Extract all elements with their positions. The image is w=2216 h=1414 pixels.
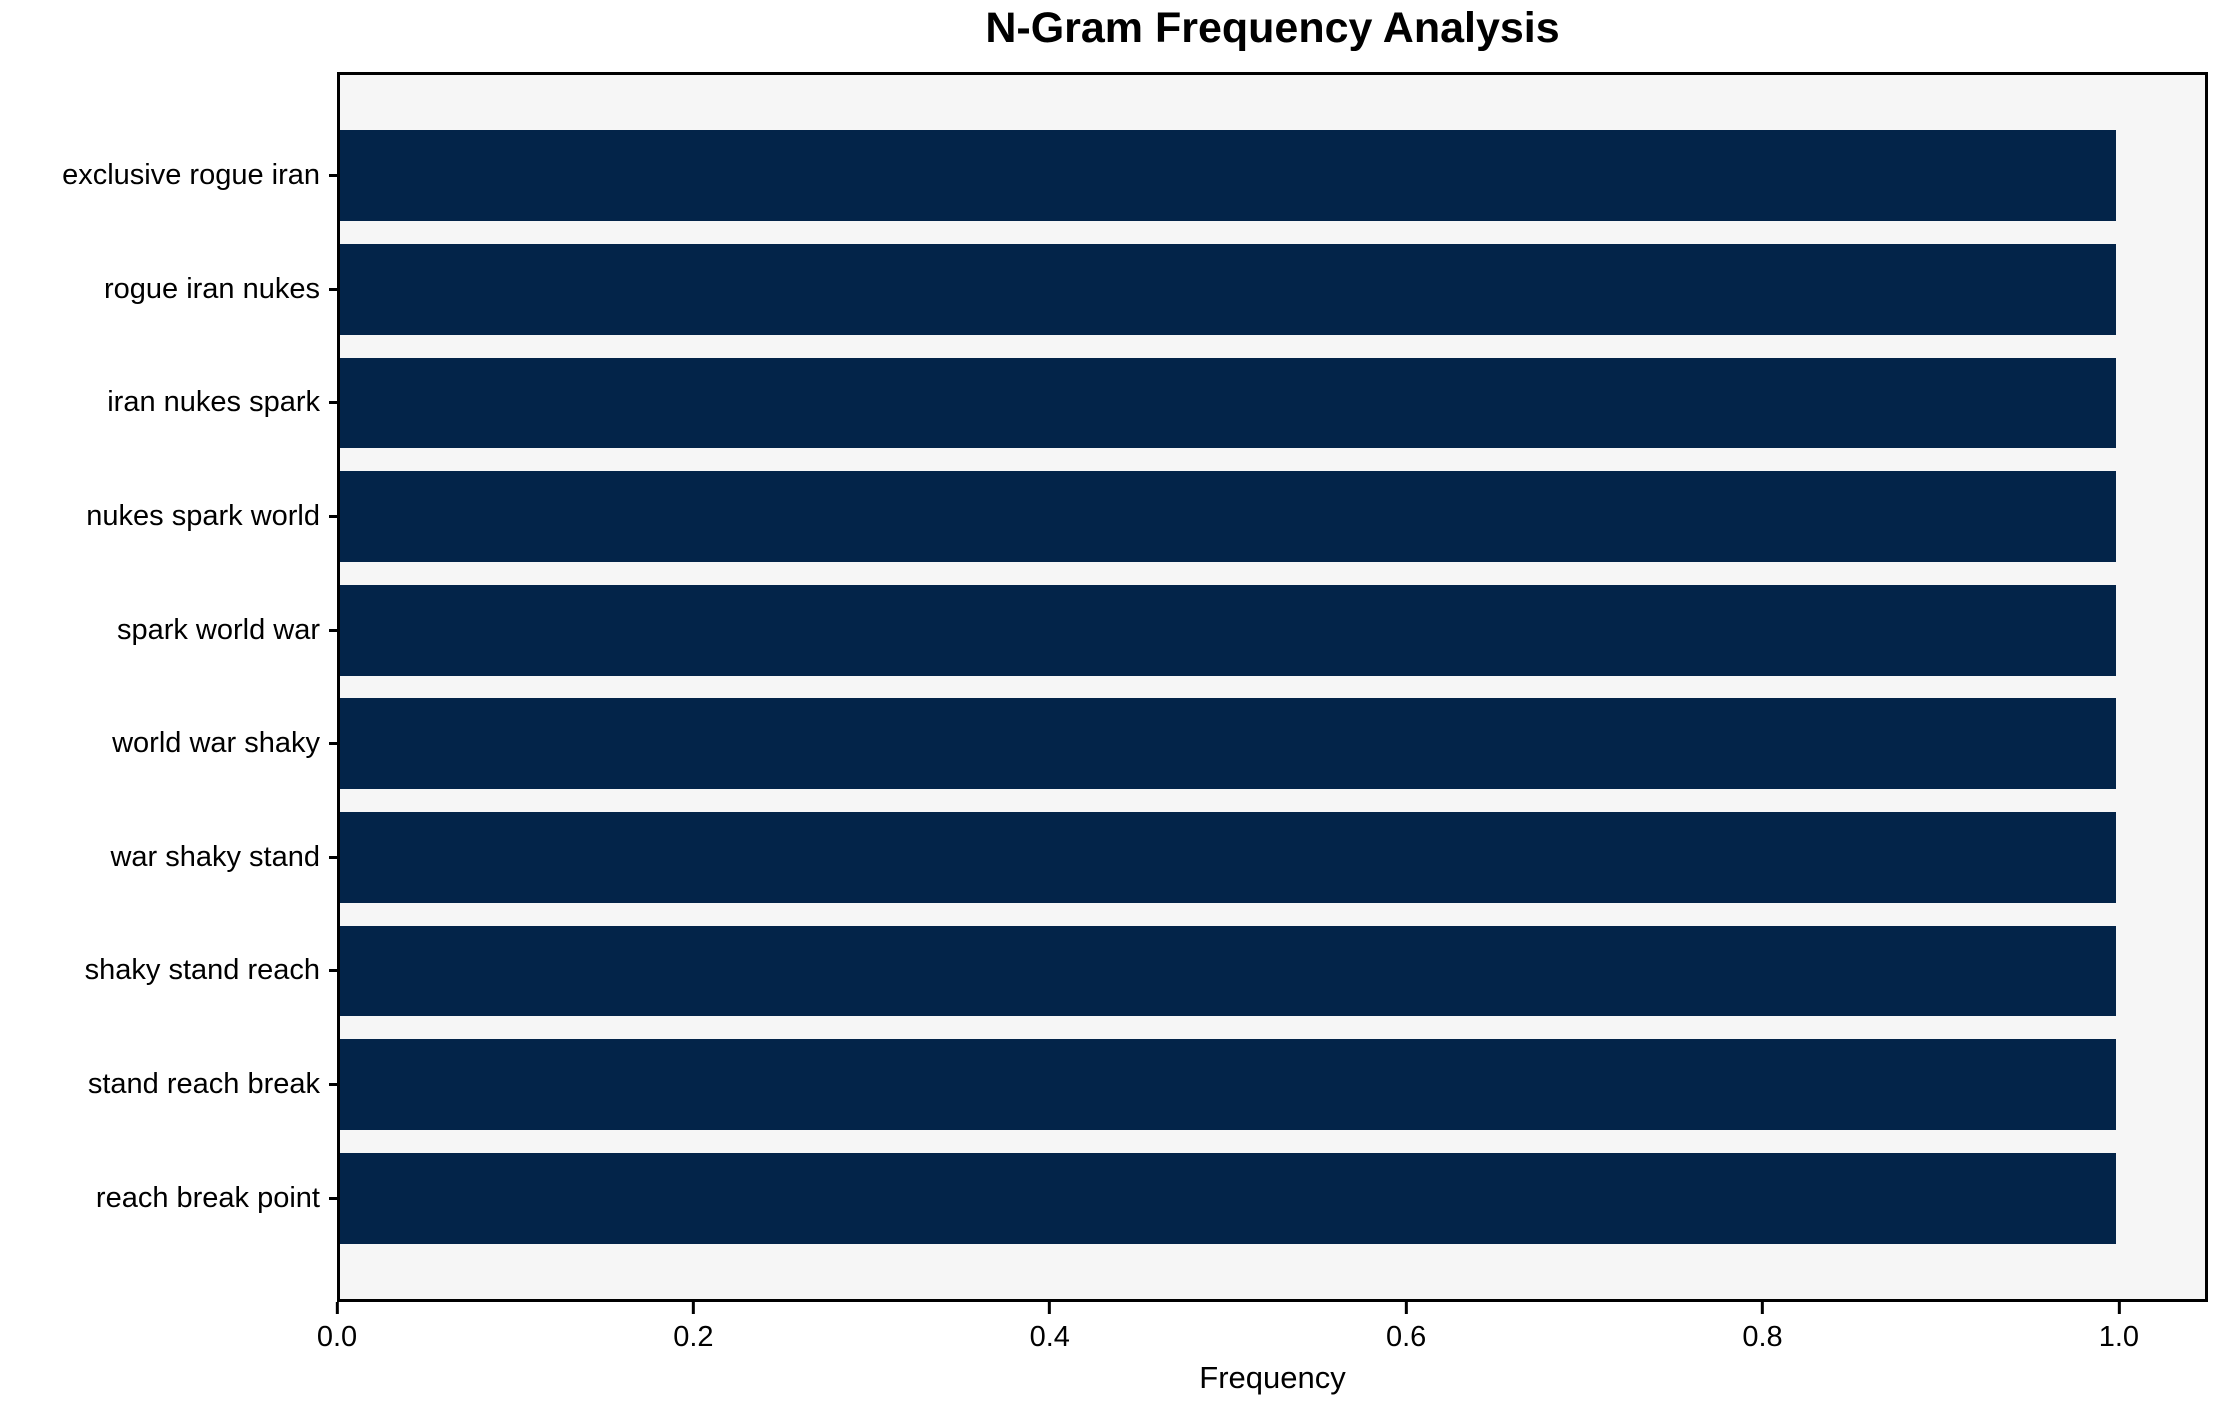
y-tick-label: reach break point [95, 1181, 320, 1214]
bar [340, 1152, 2117, 1244]
bar [340, 1039, 2117, 1130]
y-tick: rogue iran nukes [104, 233, 340, 347]
x-tick: 0.4 [1030, 1302, 1070, 1354]
bar-row: spark world war [117, 573, 2205, 687]
bar [340, 130, 2117, 222]
x-tick: 0.8 [1742, 1302, 1783, 1354]
y-tick-label: stand reach break [87, 1068, 320, 1101]
bar-row: exclusive rogue iran [62, 119, 2205, 233]
y-tick-label: exclusive rogue iran [62, 159, 320, 192]
bar-row: world war shaky [112, 687, 2205, 801]
y-tick-label: spark world war [116, 613, 320, 646]
bar-row: rogue iran nukes [104, 233, 2205, 347]
bar-row: shaky stand reach [85, 914, 2205, 1028]
y-tick: spark world war [117, 573, 340, 687]
y-tick-mark [329, 174, 340, 178]
y-tick: nukes spark world [86, 460, 340, 574]
x-tick-mark [2117, 1302, 2121, 1314]
bar [340, 584, 2117, 676]
y-tick-mark [329, 628, 340, 632]
x-tick: 0.2 [673, 1302, 714, 1354]
chart-title: N-Gram Frequency Analysis [985, 4, 1560, 52]
y-tick-label: shaky stand reach [84, 954, 320, 987]
y-tick-label: war shaky stand [110, 840, 320, 873]
y-tick-mark [329, 1196, 340, 1200]
bar [340, 357, 2117, 449]
y-tick-mark [329, 742, 340, 746]
y-tick-label: rogue iran nukes [103, 272, 320, 305]
bar-row: reach break point [96, 1141, 2205, 1255]
x-tick-mark [1048, 1302, 1052, 1314]
x-tick: 0.6 [1386, 1302, 1426, 1354]
y-tick-mark [329, 401, 340, 405]
y-tick: shaky stand reach [85, 914, 340, 1028]
x-tick: 1.0 [2099, 1302, 2139, 1354]
bar [340, 243, 2117, 335]
bar-row: stand reach break [88, 1028, 2205, 1142]
x-tick-label: 0.2 [673, 1321, 714, 1353]
y-tick-mark [329, 1083, 340, 1087]
x-axis: 0.0 0.2 0.4 0.6 0.8 1.0 [317, 1302, 2208, 1362]
y-tick-label: nukes spark world [86, 500, 320, 533]
y-tick-mark [329, 287, 340, 291]
x-tick-mark [335, 1302, 339, 1314]
y-tick: exclusive rogue iran [62, 119, 340, 233]
y-tick: world war shaky [112, 687, 340, 801]
y-tick-mark [329, 855, 340, 859]
x-tick-mark [1761, 1302, 1765, 1314]
x-tick-label: 0.6 [1385, 1321, 1427, 1353]
y-tick-label: world war shaky [112, 727, 320, 760]
bar-row: iran nukes spark [107, 346, 2205, 460]
x-tick-mark [1404, 1302, 1408, 1314]
y-tick: reach break point [96, 1141, 340, 1255]
plot-area: exclusive rogue iran rogue iran nukes iran… [62, 72, 2208, 1302]
bar [340, 471, 2117, 563]
bar [340, 698, 2117, 790]
y-tick: war shaky stand [110, 801, 340, 915]
x-tick-label: 1.0 [2098, 1321, 2140, 1353]
bar-row: war shaky stand [110, 801, 2205, 915]
y-tick: iran nukes spark [107, 346, 340, 460]
bar [340, 925, 2117, 1017]
x-tick: 0.0 [317, 1302, 357, 1354]
x-tick-mark [691, 1302, 695, 1314]
y-tick-mark [329, 969, 340, 973]
y-tick-mark [329, 515, 340, 519]
y-tick-label: iran nukes spark [107, 386, 320, 419]
x-tick-label: 0.0 [316, 1321, 358, 1353]
bar-row: nukes spark world [86, 460, 2205, 574]
bar [340, 811, 2117, 903]
x-axis-label: Frequency [1199, 1360, 1346, 1395]
x-tick-label: 0.8 [1742, 1321, 1783, 1353]
x-tick-label: 0.4 [1029, 1321, 1070, 1353]
y-tick: stand reach break [88, 1028, 340, 1142]
